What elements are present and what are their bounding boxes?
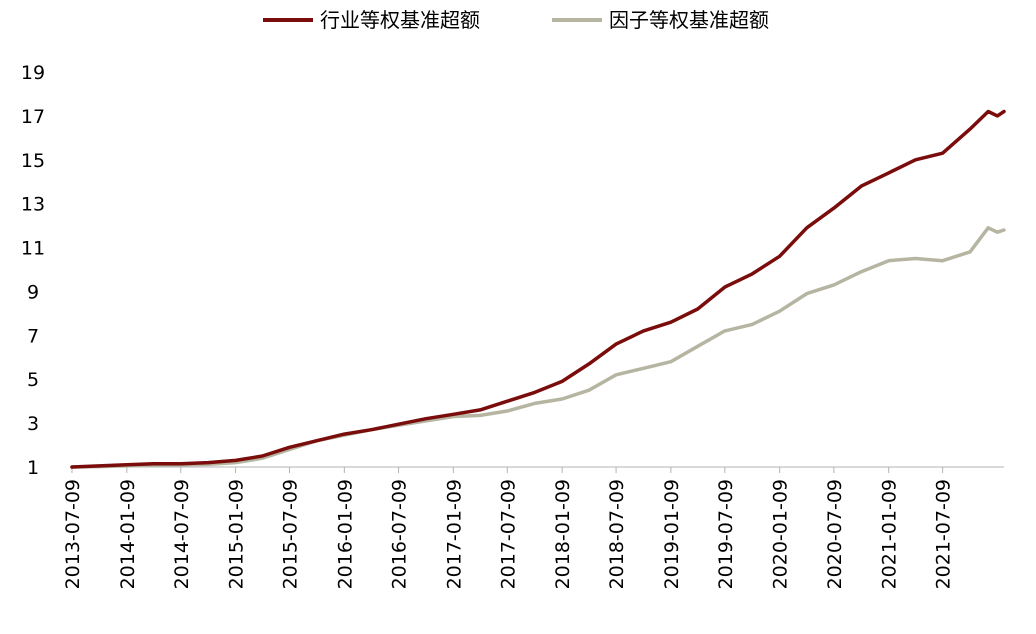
x-tick-label: 2019-07-09 <box>715 479 737 589</box>
x-tick-label: 2014-01-09 <box>117 479 139 589</box>
y-tick-label: 3 <box>27 413 39 435</box>
legend-label-industry: 行业等权基准超额 <box>320 8 480 32</box>
y-tick-label: 11 <box>21 238 45 260</box>
x-tick-label: 2017-07-09 <box>497 479 519 589</box>
y-tick-label: 5 <box>27 369 39 391</box>
x-tick-label: 2014-07-09 <box>171 479 193 589</box>
y-tick-label: 15 <box>21 150 45 172</box>
legend: 行业等权基准超额 因子等权基准超额 <box>263 8 769 32</box>
x-tick-label: 2021-01-09 <box>879 479 901 589</box>
x-tick-label: 2021-07-09 <box>933 479 955 589</box>
y-tick-label: 19 <box>21 62 45 84</box>
x-tick-label: 2016-07-09 <box>389 479 411 589</box>
plot-lines <box>70 109 1006 469</box>
y-tick-label: 7 <box>27 325 39 347</box>
x-tick-label: 2018-07-09 <box>606 479 628 589</box>
x-tick-label: 2020-01-09 <box>770 479 792 589</box>
series-line-industry <box>70 109 1006 469</box>
series-line-factor <box>70 226 1006 469</box>
legend-label-factor: 因子等权基准超额 <box>609 8 769 32</box>
y-tick-label: 1 <box>27 457 39 479</box>
x-tick-label: 2020-07-09 <box>824 479 846 589</box>
x-tick-label: 2019-01-09 <box>661 479 683 589</box>
x-tick-label: 2013-07-09 <box>62 479 84 589</box>
x-tick-label: 2015-07-09 <box>280 479 302 589</box>
x-tick-label: 2015-01-09 <box>226 479 248 589</box>
y-tick-label: 13 <box>21 194 45 216</box>
x-axis: 2013-07-09 2014-01-09 2014-07-09 2015-01-09… <box>62 466 1004 589</box>
x-tick-label: 2017-01-09 <box>443 479 465 589</box>
x-tick-label: 2018-01-09 <box>552 479 574 589</box>
y-tick-label: 9 <box>27 281 39 303</box>
x-tick-label: 2016-01-09 <box>334 479 356 589</box>
y-tick-label: 17 <box>21 106 45 128</box>
